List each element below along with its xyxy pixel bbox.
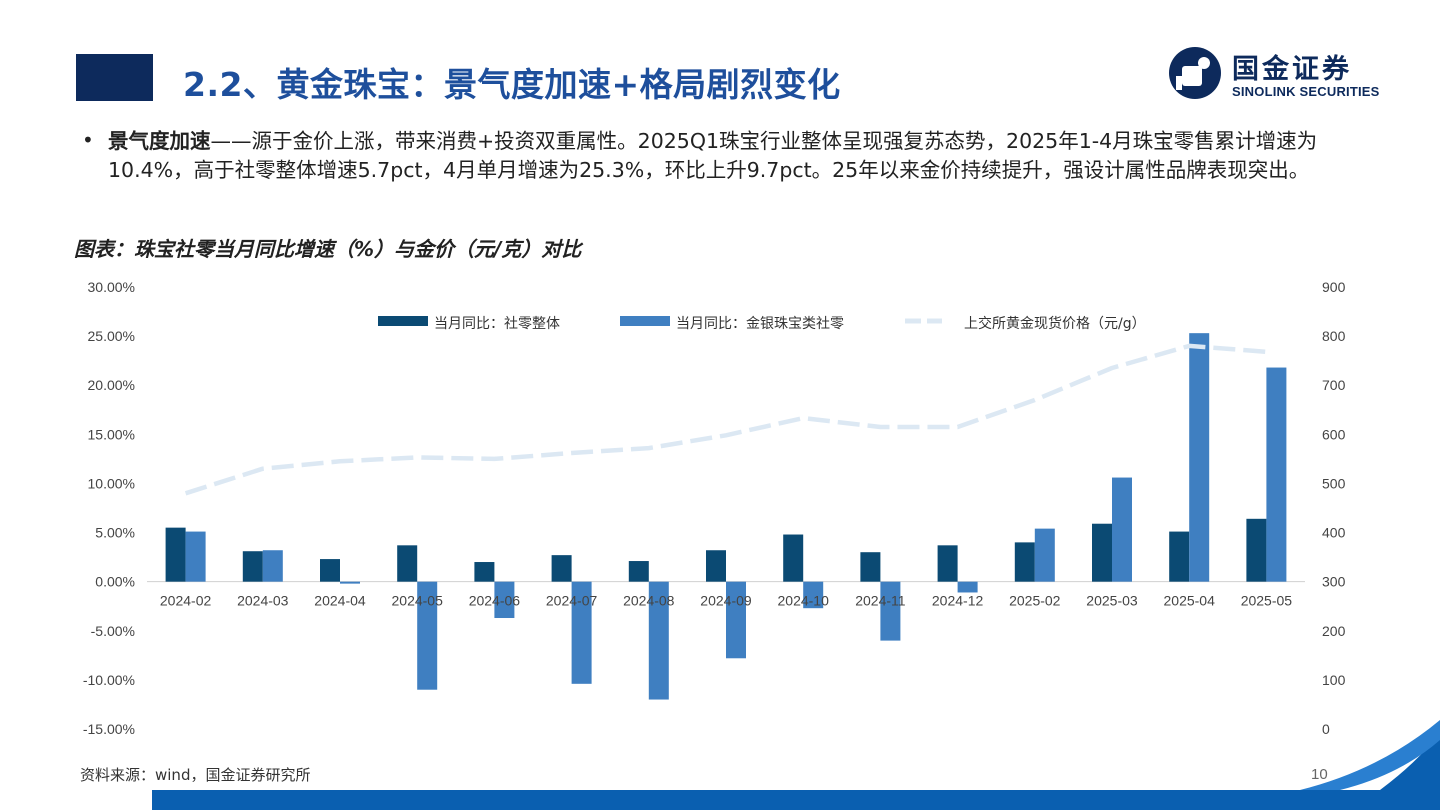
logo-english-name: SINOLINK SECURITIES: [1232, 84, 1380, 99]
y-right-tick-label: 200: [1322, 623, 1346, 639]
bar-total-retail: [474, 562, 495, 582]
bar-jewelry-retail: [340, 581, 360, 584]
bar-jewelry-retail: [494, 581, 515, 619]
chart-caption: 图表：珠宝社零当月同比增速（%）与金价（元/克）对比: [74, 237, 582, 261]
y-left-tick-label: 25.00%: [88, 328, 135, 344]
y-right-tick-label: 600: [1322, 426, 1346, 442]
gold-price-line: [184, 343, 1267, 496]
y-right-tick-label: 900: [1322, 279, 1346, 295]
bar-jewelry-retail: [803, 581, 824, 609]
footer-band-highlight: [1300, 720, 1440, 790]
company-logo: 国金证券 SINOLINK SECURITIES: [1168, 46, 1408, 104]
x-tick-label: 2025-05: [1241, 593, 1293, 609]
x-tick-label: 2024-05: [392, 593, 444, 609]
body-text: ——源于金价上涨，带来消费+投资双重属性。2025Q1珠宝行业整体呈现强复苏态势…: [108, 129, 1318, 182]
x-tick-label: 2025-03: [1086, 593, 1138, 609]
body-paragraph: 景气度加速——源于金价上涨，带来消费+投资双重属性。2025Q1珠宝行业整体呈现…: [108, 127, 1383, 185]
bar-total-retail: [165, 527, 186, 582]
logo-chinese-name: 国金证券: [1232, 54, 1352, 85]
bar-jewelry-retail: [262, 550, 283, 582]
y-right-tick-label: 0: [1322, 721, 1330, 737]
y-left-tick-label: -15.00%: [83, 721, 135, 737]
y-right-tick-label: 700: [1322, 377, 1346, 393]
bar-total-retail: [320, 559, 340, 582]
body-lead: 景气度加速: [108, 129, 211, 153]
x-tick-label: 2025-02: [1009, 593, 1061, 609]
x-tick-label: 2024-10: [778, 593, 830, 609]
x-tick-label: 2024-11: [855, 593, 906, 609]
x-tick-label: 2024-06: [469, 593, 521, 609]
x-tick-label: 2024-07: [546, 593, 598, 609]
footer-band-shape: [152, 732, 1440, 810]
legend-swatch-total: [378, 316, 428, 326]
x-tick-label: 2024-03: [237, 593, 289, 609]
bar-total-retail: [1092, 523, 1112, 582]
x-tick-label: 2024-02: [160, 593, 212, 609]
legend-swatch-jewelry: [620, 316, 670, 326]
x-tick-label: 2024-09: [700, 593, 752, 609]
legend-label-gold: 上交所黄金现货价格（元/g）: [964, 315, 1146, 332]
bar-jewelry-retail: [1034, 528, 1055, 582]
y-left-tick-label: -10.00%: [83, 672, 135, 688]
y-left-tick-label: 0.00%: [95, 574, 135, 590]
bar-total-retail: [1246, 518, 1267, 582]
bar-jewelry-retail: [957, 581, 978, 593]
bar-total-retail: [937, 545, 958, 582]
bar-jewelry-retail: [1112, 477, 1132, 582]
page-title: 2.2、黄金珠宝：景气度加速+格局剧烈变化: [183, 65, 841, 104]
y-right-tick-label: 500: [1322, 475, 1346, 491]
bar-total-retail: [397, 545, 418, 582]
x-tick-label: 2024-04: [314, 593, 366, 609]
bar-total-retail: [1014, 542, 1035, 582]
legend-label-total: 当月同比：社零整体: [434, 316, 560, 332]
x-tick-label: 2025-04: [1164, 593, 1216, 609]
x-tick-label: 2024-08: [623, 593, 675, 609]
bar-total-retail: [706, 550, 726, 582]
bar-jewelry-retail: [648, 581, 669, 700]
y-left-tick-label: 15.00%: [88, 426, 135, 442]
bar-total-retail: [551, 555, 572, 582]
sinolink-logo-icon: [1169, 47, 1221, 99]
chart-legend: 当月同比：社零整体 当月同比：金银珠宝类社零 上交所黄金现货价格（元/g）: [378, 315, 1146, 332]
bullet-marker: •: [82, 128, 94, 152]
y-right-tick-label: 400: [1322, 525, 1346, 541]
bar-jewelry-retail: [417, 581, 438, 690]
bar-jewelry-retail: [1266, 367, 1287, 582]
y-right-tick-label: 800: [1322, 328, 1346, 344]
title-accent-block: [76, 54, 153, 101]
y-left-tick-label: -5.00%: [91, 623, 135, 639]
y-left-tick-label: 5.00%: [95, 525, 135, 541]
bar-jewelry-retail: [880, 581, 901, 641]
bar-total-retail: [242, 551, 263, 582]
legend-label-jewelry: 当月同比：金银珠宝类社零: [676, 316, 844, 332]
bar-total-retail: [860, 552, 881, 582]
y-right-tick-label: 300: [1322, 574, 1346, 590]
bar-jewelry-retail: [726, 581, 746, 659]
bar-jewelry-retail: [185, 531, 206, 582]
bar-jewelry-retail: [571, 581, 592, 684]
x-tick-label: 2024-12: [932, 593, 984, 609]
bar-total-retail: [1169, 531, 1190, 582]
y-right-tick-label: 100: [1322, 672, 1346, 688]
source-note: 资料来源：wind，国金证券研究所: [80, 766, 311, 784]
bar-total-retail: [783, 534, 804, 582]
y-left-tick-label: 20.00%: [88, 377, 135, 393]
bar-total-retail: [628, 561, 649, 582]
page-number: 10: [1311, 766, 1328, 783]
bar-jewelry-retail: [1189, 333, 1210, 582]
y-left-tick-label: 30.00%: [88, 279, 135, 295]
y-left-tick-label: 10.00%: [88, 475, 135, 491]
